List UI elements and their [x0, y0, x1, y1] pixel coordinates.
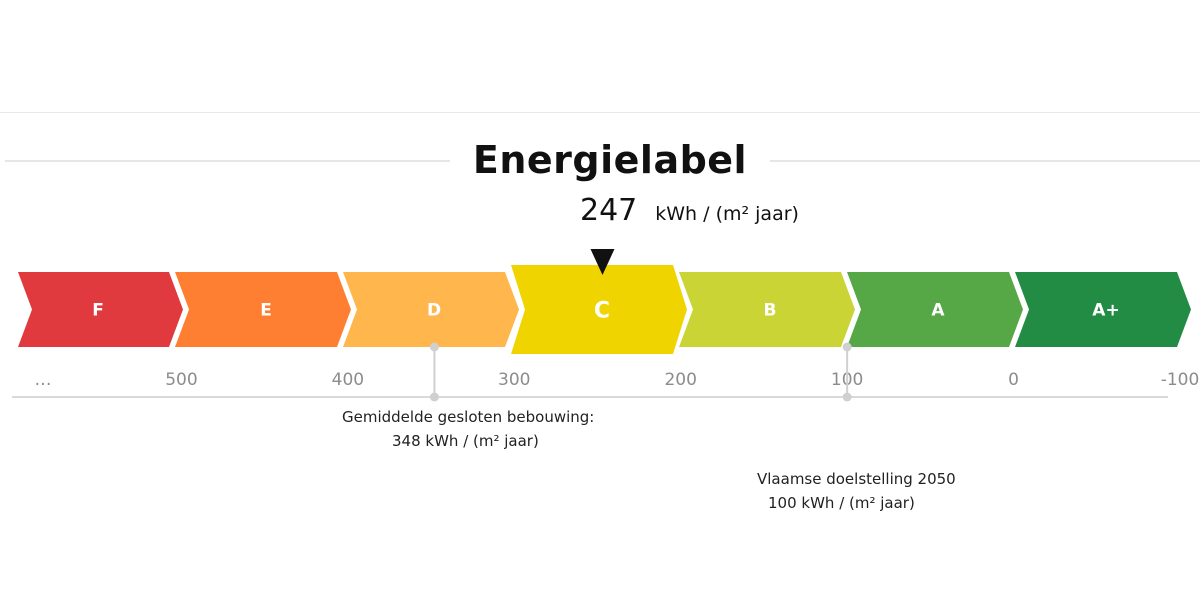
tick-label: 200	[664, 370, 696, 390]
title-rule-left	[5, 160, 450, 162]
reference-dot	[842, 392, 852, 402]
energy-class-c	[511, 265, 687, 354]
reference-target-value: 100 kWh / (m² jaar)	[768, 494, 915, 512]
energy-class-label: A	[931, 301, 945, 321]
value-readout: 247 kWh / (m² jaar)	[580, 193, 799, 228]
energy-class-d	[343, 272, 519, 347]
value-number: 247	[580, 193, 638, 228]
reference-label-target: Vlaamse doelstelling 2050 100 kWh / (m² …	[757, 467, 956, 515]
tick-label: -100	[1161, 370, 1200, 390]
energy-class-label: A+	[1092, 301, 1119, 321]
energy-class-label: D	[427, 301, 441, 321]
tick-label: 300	[498, 370, 530, 390]
reference-dot	[429, 342, 439, 352]
reference-dot	[842, 342, 852, 352]
energy-class-e	[175, 272, 351, 347]
energy-class-a	[847, 272, 1023, 347]
tick-label: 400	[332, 370, 364, 390]
tick-label: 0	[1008, 370, 1019, 390]
top-divider	[0, 112, 1200, 113]
energy-class-aplus	[1015, 272, 1191, 347]
reference-average-title: Gemiddelde gesloten bebouwing:	[342, 408, 595, 426]
reference-target-title: Vlaamse doelstelling 2050	[757, 470, 956, 488]
energy-class-label: B	[764, 301, 777, 321]
energy-class-f	[18, 272, 183, 347]
reference-average-value: 348 kWh / (m² jaar)	[392, 432, 539, 450]
tick-label: 500	[165, 370, 197, 390]
energy-class-b	[679, 272, 855, 347]
value-unit: kWh / (m² jaar)	[655, 203, 799, 225]
energy-class-label: E	[260, 301, 272, 321]
tick-label: …	[35, 370, 52, 390]
title-rule-right	[770, 160, 1200, 162]
reference-label-average: Gemiddelde gesloten bebouwing: 348 kWh /…	[342, 405, 594, 453]
energy-class-label: F	[92, 301, 104, 321]
energy-class-label: C	[594, 299, 610, 324]
value-pointer	[590, 249, 615, 275]
chart-title: Energielabel	[472, 138, 748, 182]
